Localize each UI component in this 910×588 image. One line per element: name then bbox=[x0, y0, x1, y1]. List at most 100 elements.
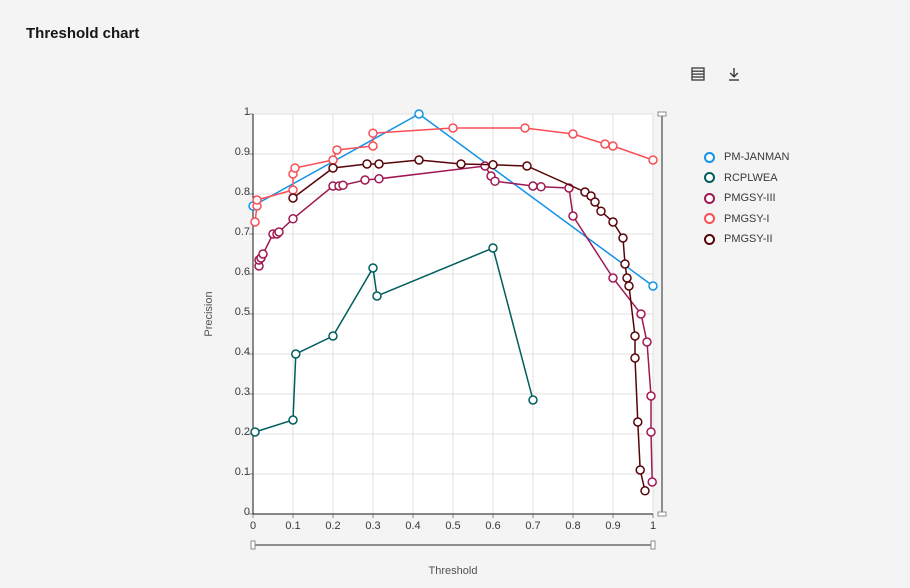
data-point-pmgsy-iii[interactable] bbox=[338, 180, 348, 190]
legend-item-pmgsy-iii[interactable]: PMGSY-III bbox=[704, 188, 789, 209]
legend-item-rcplwea[interactable]: RCPLWEA bbox=[704, 168, 789, 189]
data-point-rcplwea[interactable] bbox=[328, 331, 338, 341]
y-tick-label: 0.9 bbox=[235, 146, 250, 158]
data-point-pm-janman[interactable] bbox=[648, 281, 658, 291]
x-zoom-handle-start[interactable] bbox=[250, 540, 256, 550]
data-point-pmgsy-iii[interactable] bbox=[646, 427, 656, 437]
data-point-pmgsy-iii[interactable] bbox=[274, 227, 284, 237]
data-point-rcplwea[interactable] bbox=[291, 349, 301, 359]
x-tick-label: 0.4 bbox=[405, 520, 420, 532]
data-point-pmgsy-iii[interactable] bbox=[636, 309, 646, 319]
chart-legend: PM-JANMAN RCPLWEA PMGSY-III PMGSY-I PMGSY-II bbox=[704, 147, 789, 250]
data-point-pmgsy-ii[interactable] bbox=[374, 159, 384, 169]
data-point-pmgsy-ii[interactable] bbox=[590, 197, 600, 207]
legend-marker bbox=[704, 192, 715, 204]
y-zoom-handle-start[interactable] bbox=[657, 511, 667, 517]
data-point-pmgsy-ii[interactable] bbox=[633, 417, 643, 427]
data-point-pmgsy-iii[interactable] bbox=[536, 182, 546, 192]
data-point-pmgsy-ii[interactable] bbox=[288, 193, 298, 203]
data-point-pm-janman[interactable] bbox=[414, 109, 424, 119]
legend-item-pmgsy-ii[interactable]: PMGSY-II bbox=[704, 229, 789, 250]
y-zoom-handle-end[interactable] bbox=[657, 111, 667, 117]
series-line-pmgsy-ii bbox=[292, 159, 646, 491]
chart-toolbar bbox=[688, 64, 744, 84]
y-tick-label: 0.1 bbox=[235, 466, 250, 478]
data-point-pmgsy-ii[interactable] bbox=[630, 331, 640, 341]
data-point-pmgsy-ii[interactable] bbox=[414, 155, 424, 165]
data-point-pmgsy-i[interactable] bbox=[368, 128, 378, 138]
zoom-bars[interactable] bbox=[250, 111, 667, 550]
data-point-rcplwea[interactable] bbox=[528, 395, 538, 405]
data-point-pmgsy-i[interactable] bbox=[368, 141, 378, 151]
data-point-pmgsy-ii[interactable] bbox=[630, 353, 640, 363]
data-point-pmgsy-ii[interactable] bbox=[456, 159, 466, 169]
legend-label: PMGSY-III bbox=[724, 192, 776, 205]
y-tick-label: 0.6 bbox=[235, 266, 250, 278]
data-point-pmgsy-i[interactable] bbox=[600, 139, 610, 149]
download-icon bbox=[729, 68, 739, 81]
x-tick-label: 0.3 bbox=[365, 520, 380, 532]
data-point-pmgsy-ii[interactable] bbox=[596, 206, 606, 216]
data-point-pmgsy-ii[interactable] bbox=[640, 486, 650, 496]
data-point-pmgsy-i[interactable] bbox=[608, 141, 618, 151]
series-pmgsy-iii bbox=[254, 161, 657, 487]
legend-item-pmgsy-i[interactable]: PMGSY-I bbox=[704, 209, 789, 230]
legend-marker bbox=[704, 172, 715, 184]
y-tick-label: 0.2 bbox=[235, 426, 250, 438]
data-point-pmgsy-iii[interactable] bbox=[646, 391, 656, 401]
data-point-pmgsy-iii[interactable] bbox=[647, 477, 657, 487]
data-point-rcplwea[interactable] bbox=[368, 263, 378, 273]
data-point-pmgsy-i[interactable] bbox=[250, 217, 260, 227]
data-point-pmgsy-ii[interactable] bbox=[362, 159, 372, 169]
grid bbox=[252, 113, 654, 515]
data-point-rcplwea[interactable] bbox=[488, 243, 498, 253]
data-point-pmgsy-i[interactable] bbox=[648, 155, 658, 165]
data-point-rcplwea[interactable] bbox=[288, 415, 298, 425]
data-point-pmgsy-ii[interactable] bbox=[620, 259, 630, 269]
data-point-pmgsy-iii[interactable] bbox=[490, 176, 500, 186]
data-point-pmgsy-iii[interactable] bbox=[288, 214, 298, 224]
data-point-pmgsy-iii[interactable] bbox=[642, 337, 652, 347]
legend-label: PM-JANMAN bbox=[724, 151, 790, 164]
data-point-pmgsy-iii[interactable] bbox=[480, 161, 490, 171]
data-point-pmgsy-iii[interactable] bbox=[528, 181, 538, 191]
data-point-pmgsy-i[interactable] bbox=[288, 185, 298, 195]
download-button[interactable] bbox=[724, 64, 744, 84]
data-point-pmgsy-iii[interactable] bbox=[374, 174, 384, 184]
y-tick-label: 0.3 bbox=[235, 386, 250, 398]
data-point-pmgsy-ii[interactable] bbox=[635, 465, 645, 475]
data-point-pmgsy-ii[interactable] bbox=[328, 163, 338, 173]
axes: 0 0.1 0.2 0.3 0.4 0.5 0.6 0.7 0.8 0.9 1 0 0.1 0.2 0.3 0… bbox=[235, 106, 656, 532]
data-point-pmgsy-i[interactable] bbox=[568, 129, 578, 139]
legend-item-pm-janman[interactable]: PM-JANMAN bbox=[704, 147, 789, 168]
data-point-pmgsy-iii[interactable] bbox=[258, 249, 268, 259]
data-point-pmgsy-ii[interactable] bbox=[522, 161, 532, 171]
legend-label: PMGSY-II bbox=[724, 233, 773, 246]
x-tick-label: 0.6 bbox=[485, 520, 500, 532]
series-line-rcplwea bbox=[254, 246, 534, 433]
data-point-pmgsy-i[interactable] bbox=[332, 145, 342, 155]
data-point-pmgsy-ii[interactable] bbox=[608, 217, 618, 227]
data-point-pmgsy-ii[interactable] bbox=[624, 281, 634, 291]
data-point-pmgsy-i[interactable] bbox=[328, 155, 338, 165]
x-zoom-handle-end[interactable] bbox=[650, 540, 656, 550]
data-point-pmgsy-ii[interactable] bbox=[622, 273, 632, 283]
y-tick-label: 0.4 bbox=[235, 346, 250, 358]
series-pmgsy-ii bbox=[288, 155, 650, 496]
legend-label: PMGSY-I bbox=[724, 212, 770, 225]
data-point-pmgsy-ii[interactable] bbox=[618, 233, 628, 243]
legend-label: RCPLWEA bbox=[724, 171, 778, 184]
data-point-pmgsy-iii[interactable] bbox=[568, 211, 578, 221]
data-point-pmgsy-iii[interactable] bbox=[360, 175, 370, 185]
data-point-pmgsy-i[interactable] bbox=[252, 195, 262, 205]
table-view-button[interactable] bbox=[688, 64, 708, 84]
data-point-rcplwea[interactable] bbox=[372, 291, 382, 301]
data-point-pmgsy-iii[interactable] bbox=[608, 273, 618, 283]
x-axis-title: Threshold bbox=[429, 565, 478, 577]
data-point-pmgsy-i[interactable] bbox=[448, 123, 458, 133]
x-tick-label: 0.2 bbox=[325, 520, 340, 532]
data-point-pmgsy-i[interactable] bbox=[290, 163, 300, 173]
data-point-rcplwea[interactable] bbox=[250, 427, 260, 437]
data-point-pmgsy-i[interactable] bbox=[520, 123, 530, 133]
data-point-pmgsy-ii[interactable] bbox=[488, 160, 498, 170]
